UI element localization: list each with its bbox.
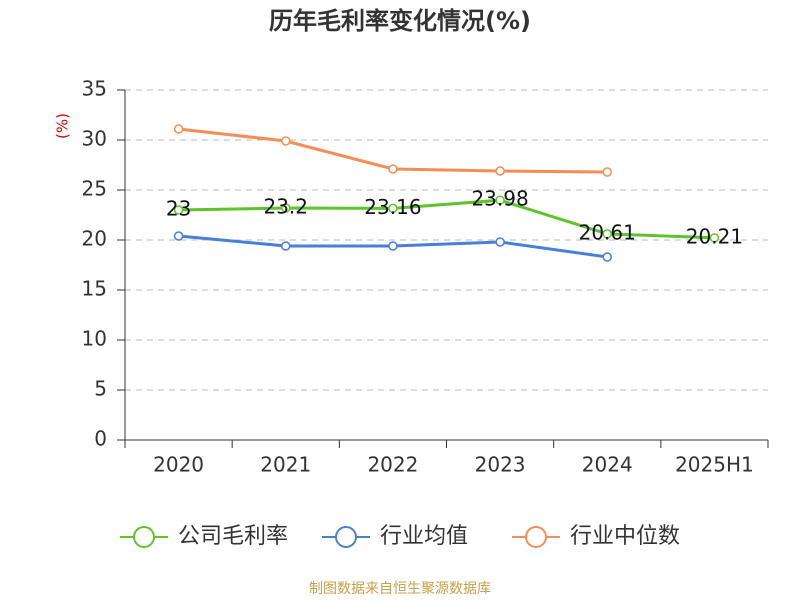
data-point	[602, 252, 612, 262]
data-point	[602, 229, 612, 239]
data-point	[495, 166, 505, 176]
chart-title: 历年毛利率变化情况(%)	[269, 7, 531, 35]
data-label: 23.98	[471, 187, 528, 211]
data-label: 23.2	[263, 195, 308, 219]
y-tick-label: 30	[82, 127, 107, 151]
x-tick-label: 2022	[367, 453, 418, 477]
data-point	[495, 195, 505, 205]
y-tick-label: 25	[82, 177, 107, 201]
legend-marker	[525, 526, 547, 548]
y-tick-label: 10	[82, 327, 107, 351]
series-line	[178, 198, 715, 240]
legend-marker	[133, 526, 155, 548]
data-point	[173, 124, 184, 134]
legend-label: 行业中位数	[570, 524, 680, 549]
x-tick-label: 2021	[260, 453, 311, 477]
legend-label: 行业均值	[380, 524, 468, 549]
x-tick-label: 2024	[582, 453, 633, 477]
data-point	[281, 203, 291, 213]
source-note: 制图数据来自恒生聚源数据库	[309, 581, 491, 597]
data-point	[388, 203, 398, 214]
data-point	[709, 233, 720, 243]
legend-marker	[335, 526, 357, 548]
data-point	[602, 167, 612, 177]
data-point	[495, 237, 505, 247]
legend-label: 公司毛利率	[178, 524, 288, 549]
x-tick-label: 2025H1	[675, 453, 754, 477]
data-point	[388, 164, 398, 174]
y-tick-label: 15	[82, 277, 107, 301]
data-label: 20.21	[686, 224, 743, 248]
data-point	[173, 205, 184, 215]
data-point	[281, 241, 291, 251]
data-point	[388, 241, 398, 251]
y-tick-label: 0	[94, 427, 107, 451]
data-label: 23	[166, 197, 191, 221]
y-tick-label: 5	[94, 377, 107, 401]
y-tick-label: 20	[82, 227, 107, 251]
y-axis-label: (%)	[54, 113, 72, 139]
data-point	[281, 136, 291, 146]
data-label: 20.61	[579, 220, 636, 244]
data-point	[173, 231, 184, 241]
x-tick-label: 2020	[153, 453, 204, 477]
y-tick-label: 35	[82, 77, 107, 101]
data-label: 23.16	[364, 195, 421, 219]
x-tick-label: 2023	[475, 453, 526, 477]
